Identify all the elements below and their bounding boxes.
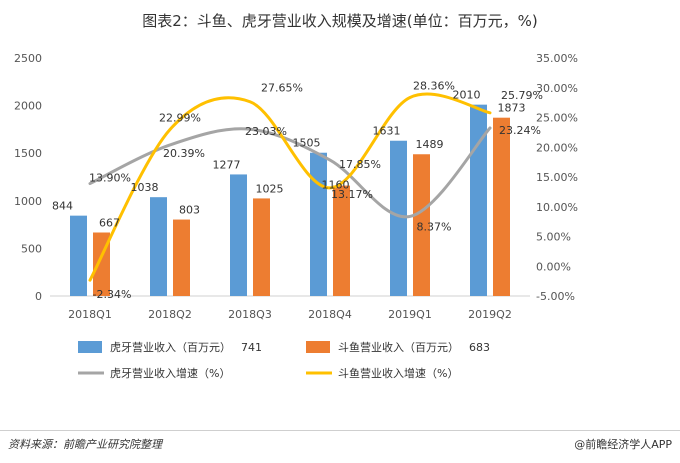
douyu-growth-value-label: 28.36% bbox=[413, 80, 455, 93]
douyu-growth-line bbox=[88, 92, 492, 282]
x-tick-label: 2019Q1 bbox=[388, 308, 432, 321]
footer-divider bbox=[0, 430, 680, 431]
bar-douyu bbox=[253, 198, 270, 296]
douyu-growth-value-label: 22.99% bbox=[159, 111, 201, 124]
douyu-growth-value-label: 27.65% bbox=[261, 82, 303, 95]
douyu-bar-value-label: 667 bbox=[99, 217, 120, 230]
huya-bar-value-label: 2010 bbox=[453, 89, 481, 102]
huya-growth-value-label: 17.85% bbox=[339, 158, 381, 171]
y-right-tick-label: -5.00% bbox=[536, 290, 575, 303]
bar-douyu bbox=[333, 185, 350, 296]
bar-douyu bbox=[493, 117, 510, 296]
chart-title: 图表2：斗鱼、虎牙营业收入规模及增速(单位：百万元，%) bbox=[142, 12, 538, 30]
y-left-tick-label: 1000 bbox=[14, 195, 42, 208]
legend-label: 虎牙营业收入（百万元） bbox=[110, 340, 231, 354]
legend: 虎牙营业收入（百万元） 741 斗鱼营业收入（百万元） 683 虎牙营业收入增速（%） 斗… bbox=[78, 340, 490, 380]
huya-growth-line bbox=[88, 126, 492, 219]
bars-layer bbox=[70, 104, 510, 296]
axes-layer: 0 500 1000 1500 2000 2500 -5.00% 0.00% 5.00% 10.0… bbox=[14, 52, 578, 321]
x-tick-label: 2019Q2 bbox=[468, 308, 512, 321]
bar-huya bbox=[390, 140, 407, 296]
x-tick-label: 2018Q4 bbox=[308, 308, 352, 321]
y-right-tick-label: 0.00% bbox=[536, 260, 571, 273]
bar-huya bbox=[70, 215, 87, 296]
bar-huya bbox=[150, 197, 167, 296]
source-note: 资料来源：前瞻产业研究院整理 bbox=[8, 438, 162, 451]
x-tick-label: 2018Q2 bbox=[148, 308, 192, 321]
x-tick-label: 2018Q1 bbox=[68, 308, 112, 321]
douyu-growth-value-label: 25.79% bbox=[501, 89, 543, 102]
huya-growth-value-label: 13.90% bbox=[89, 172, 131, 185]
y-left-tick-label: 1500 bbox=[14, 147, 42, 160]
legend-label: 斗鱼营业收入增速（%） bbox=[338, 366, 458, 380]
huya-bar-value-label: 1277 bbox=[213, 158, 241, 171]
y-right-tick-label: 30.00% bbox=[536, 82, 578, 95]
y-left-tick-label: 2000 bbox=[14, 100, 42, 113]
huya-growth-value-label: 20.39% bbox=[163, 147, 205, 160]
y-left-tick-label: 0 bbox=[35, 290, 42, 303]
y-right-tick-label: 20.00% bbox=[536, 141, 578, 154]
y-right-tick-label: 5.00% bbox=[536, 231, 571, 244]
bar-huya bbox=[470, 104, 487, 296]
y-left-tick-label: 2500 bbox=[14, 52, 42, 65]
legend-extra-value: 741 bbox=[241, 341, 262, 354]
legend-swatch-bar bbox=[306, 341, 330, 353]
bar-huya bbox=[310, 152, 327, 296]
huya-bar-value-label: 844 bbox=[52, 200, 73, 213]
y-right-tick-label: 15.00% bbox=[536, 171, 578, 184]
legend-extra-value: 683 bbox=[469, 341, 490, 354]
douyu-bar-value-label: 803 bbox=[179, 204, 200, 217]
y-left-tick-label: 500 bbox=[21, 242, 42, 255]
data-labels-layer: 844 1038 1277 1505 1631 2010 667 803 1025 1160 148… bbox=[52, 80, 543, 302]
brand-note: @前瞻经济学人APP bbox=[574, 438, 672, 451]
y-right-tick-label: 10.00% bbox=[536, 201, 578, 214]
douyu-growth-value-label: -2.34% bbox=[93, 288, 132, 301]
douyu-bar-value-label: 1873 bbox=[498, 102, 526, 115]
huya-bar-value-label: 1038 bbox=[131, 181, 159, 194]
huya-growth-value-label: 23.03% bbox=[245, 125, 287, 138]
legend-label: 虎牙营业收入增速（%） bbox=[110, 366, 230, 380]
huya-bar-value-label: 1631 bbox=[373, 125, 401, 138]
bar-huya bbox=[230, 174, 247, 296]
y-right-tick-label: 35.00% bbox=[536, 52, 578, 65]
douyu-bar-value-label: 1025 bbox=[256, 182, 284, 195]
legend-swatch-bar bbox=[78, 341, 102, 353]
huya-bar-value-label: 1505 bbox=[293, 137, 321, 150]
legend-label: 斗鱼营业收入（百万元） bbox=[338, 340, 459, 354]
douyu-growth-value-label: 13.17% bbox=[331, 188, 373, 201]
x-tick-label: 2018Q3 bbox=[228, 308, 272, 321]
douyu-bar-value-label: 1489 bbox=[416, 138, 444, 151]
huya-growth-value-label: 23.24% bbox=[499, 124, 541, 137]
y-right-tick-label: 25.00% bbox=[536, 112, 578, 125]
lines-layer bbox=[88, 92, 492, 282]
bar-douyu bbox=[173, 219, 190, 296]
bar-douyu bbox=[413, 154, 430, 296]
douyu-bar-value-label: 1160 bbox=[322, 179, 350, 192]
huya-growth-value-label: 8.37% bbox=[417, 220, 452, 233]
